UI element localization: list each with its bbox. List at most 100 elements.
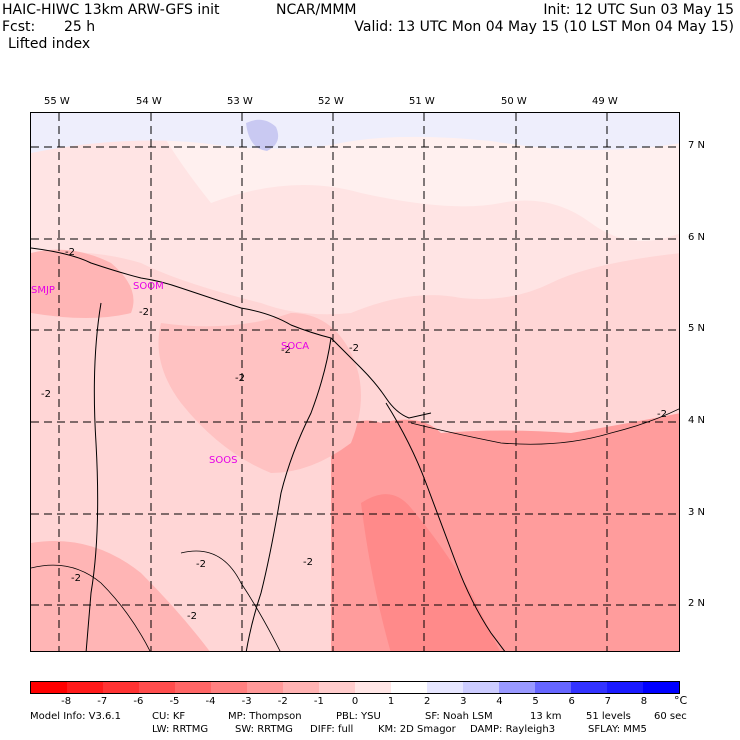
footer-item: CU: KF <box>152 711 186 722</box>
colorbar-label: -7 <box>97 696 108 707</box>
colorbar-label: 0 <box>351 696 359 707</box>
lon-tick: 55 W <box>44 96 70 107</box>
fcst-label: Fcst: <box>2 19 36 35</box>
lifted-index-map: -2 -2 -2 -2 -2 -2 -2 -2 -2 -2 -2 SMJP SO… <box>30 112 680 652</box>
contour-label: -2 <box>41 389 51 400</box>
colorbar-swatch <box>355 682 391 693</box>
border-line <box>245 337 332 651</box>
footer-item: Model Info: V3.6.1 <box>30 711 121 722</box>
colorbar-label: 5 <box>532 696 539 707</box>
footer-item: SFLAY: MM5 <box>588 724 647 735</box>
lat-tick: 6 N <box>688 232 706 243</box>
contour-label: -2 <box>281 345 291 356</box>
nw-instability-zone <box>31 249 134 318</box>
footer-item: SW: RRTMG <box>235 724 293 735</box>
coastline <box>31 247 432 419</box>
colorbar-swatch <box>643 682 679 693</box>
footer-item: SF: Noah LSM <box>425 711 493 722</box>
colorbar-swatch <box>31 682 67 693</box>
colorbar-label: -6 <box>133 696 144 707</box>
map-canvas <box>31 113 679 651</box>
valid-time: Valid: 13 UTC Mon 04 May 15 (10 LST Mon … <box>354 19 734 35</box>
lat-tick: 5 N <box>688 323 706 334</box>
colorbar-swatch <box>571 682 607 693</box>
colorbar-label: 2 <box>424 696 431 707</box>
colorbar-label: -5 <box>169 696 180 707</box>
border-line <box>85 302 102 651</box>
colorbar-swatch <box>283 682 319 693</box>
colorbar-label: 6 <box>568 696 575 707</box>
contour-label: -2 <box>235 373 245 384</box>
footer-item: LW: RRTMG <box>152 724 209 735</box>
colorbar-label: 8 <box>640 696 648 707</box>
init-time: Init: 12 UTC Sun 03 May 15 <box>543 2 734 18</box>
fcst-value: 25 h <box>64 19 96 35</box>
contour-line <box>180 550 281 651</box>
contour-label: -2 <box>196 559 206 570</box>
colorbar-swatch <box>319 682 355 693</box>
station-label: SMJP <box>31 285 55 296</box>
model-title: HAIC-HIWC 13km ARW-GFS init <box>2 2 220 18</box>
colorbar-swatch <box>211 682 247 693</box>
colorbar-label: -8 <box>61 696 72 707</box>
colorbar-label: 1 <box>387 696 395 707</box>
colorbar-swatch <box>391 682 427 693</box>
colorbar-swatch <box>427 682 463 693</box>
field-name: Lifted index <box>8 36 91 52</box>
lat-tick: 4 N <box>688 415 706 426</box>
colorbar-label: -4 <box>205 696 216 707</box>
colorbar-swatch <box>247 682 283 693</box>
strong-instability-zone <box>361 494 500 651</box>
contour-label: -2 <box>303 557 313 568</box>
colorbar-label: 7 <box>604 696 611 707</box>
lon-tick: 51 W <box>409 96 435 107</box>
colorbar-label: -1 <box>313 696 324 707</box>
colorbar-label: -2 <box>277 696 288 707</box>
lon-tick: 50 W <box>501 96 527 107</box>
station-label: SOOM <box>133 281 164 292</box>
contour-line <box>410 408 679 445</box>
colorbar-unit: °C <box>674 694 688 707</box>
contour-line <box>31 564 151 651</box>
contour-label: -2 <box>187 611 197 622</box>
colorbar-label: 4 <box>496 696 503 707</box>
footer-item: MP: Thompson <box>228 711 302 722</box>
colorbar <box>30 681 680 694</box>
colorbar-swatch <box>607 682 643 693</box>
contour-label: -2 <box>139 307 149 318</box>
footer-item: 51 levels <box>586 711 631 722</box>
colorbar-swatch <box>139 682 175 693</box>
colorbar-swatch <box>67 682 103 693</box>
graticule <box>31 113 679 651</box>
lon-tick: 54 W <box>136 96 162 107</box>
colorbar-swatch <box>175 682 211 693</box>
lon-tick: 52 W <box>318 96 344 107</box>
colorbar-label: 3 <box>460 696 467 707</box>
colorbar-swatch <box>535 682 571 693</box>
lon-tick: 49 W <box>592 96 618 107</box>
station-label: SOCA <box>281 341 310 352</box>
lat-tick: 2 N <box>688 598 706 609</box>
org-label: NCAR/MMM <box>276 2 357 18</box>
colorbar-swatch <box>499 682 535 693</box>
contour-label: -2 <box>65 247 75 258</box>
central-zone <box>158 313 361 473</box>
border-line <box>385 402 506 651</box>
lat-tick: 3 N <box>688 507 706 518</box>
station-label: SOOS <box>209 455 238 466</box>
footer-item: DAMP: Rayleigh3 <box>470 724 556 735</box>
positive-li-zone <box>31 113 679 153</box>
footer-item: KM: 2D Smagor <box>378 724 456 735</box>
lat-tick: 7 N <box>688 140 706 151</box>
contour-label: -2 <box>71 573 81 584</box>
contour-label: -2 <box>657 409 667 420</box>
colorbar-swatch <box>103 682 139 693</box>
footer-item: 13 km <box>530 711 562 722</box>
contour-label: -2 <box>349 343 359 354</box>
colorbar-label: -3 <box>241 696 252 707</box>
footer-item: DIFF: full <box>310 724 354 735</box>
positive-li-patch <box>246 119 279 151</box>
colorbar-swatch <box>463 682 499 693</box>
footer-item: 60 sec <box>654 711 687 722</box>
footer-item: PBL: YSU <box>336 711 381 722</box>
